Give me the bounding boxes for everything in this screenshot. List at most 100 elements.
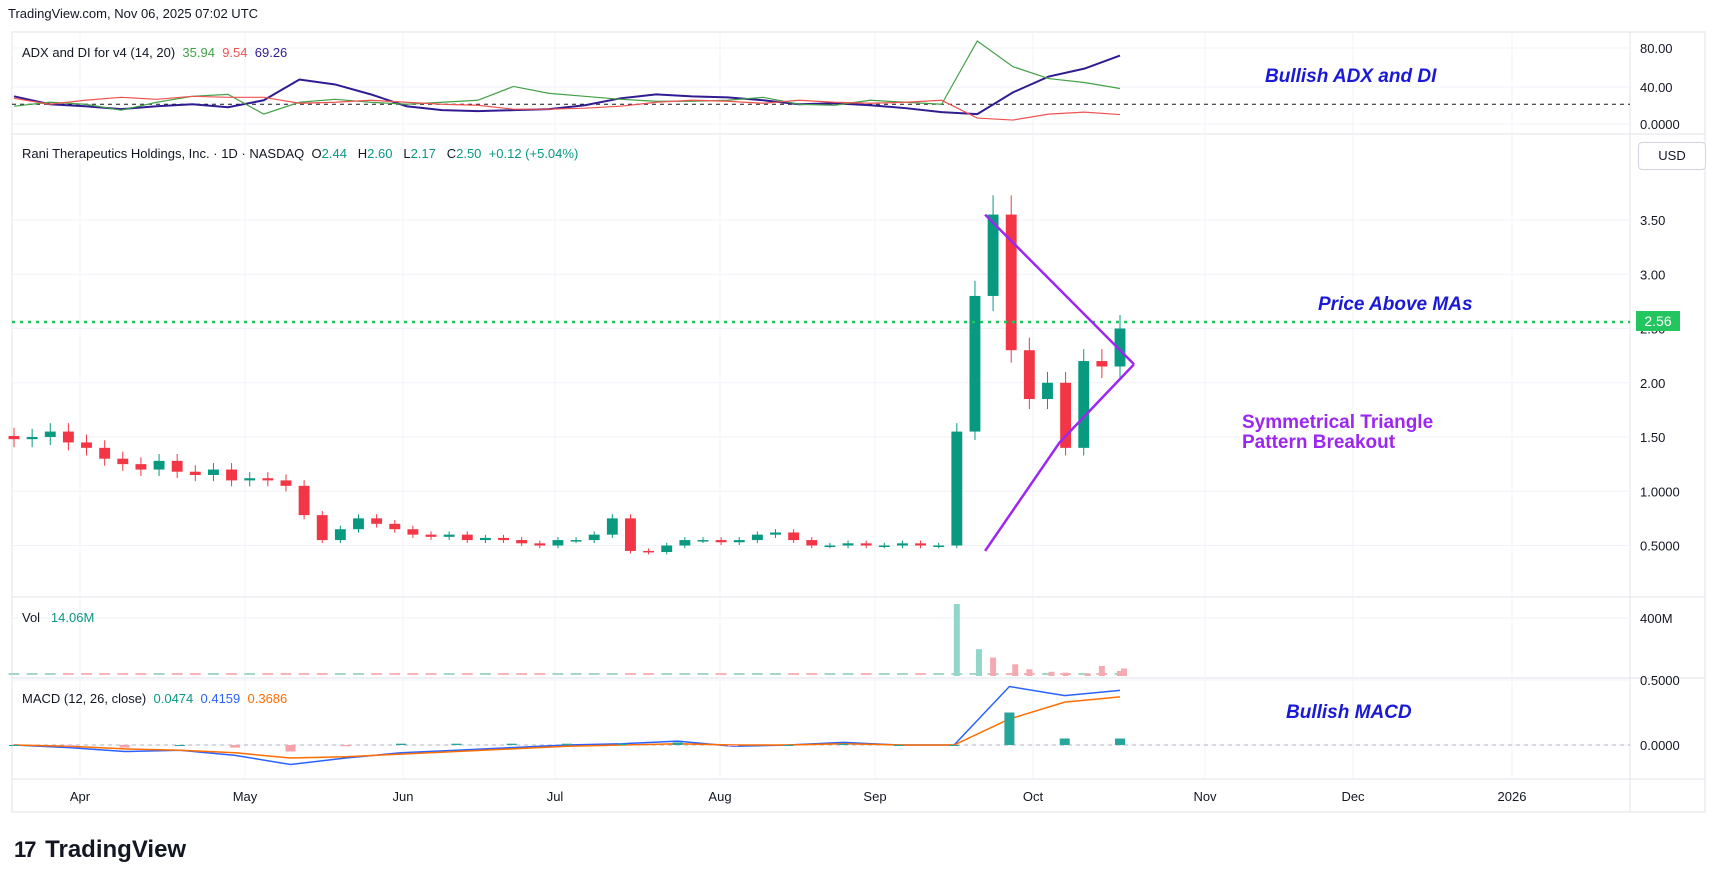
volume-bar — [298, 673, 310, 675]
macd-hist-bar — [617, 743, 628, 745]
candle-body — [371, 518, 383, 524]
volume-bar — [534, 673, 546, 675]
volume-bar — [969, 673, 981, 675]
candle-body — [99, 447, 111, 459]
close-label: C — [446, 146, 457, 161]
volume-bar — [316, 673, 328, 675]
volume-bar — [570, 673, 582, 675]
x-tick-label: Apr — [70, 789, 91, 804]
y-tick-label: 2.00 — [1640, 376, 1665, 391]
triangle-lower-line — [984, 363, 1135, 552]
currency-button[interactable]: USD — [1638, 142, 1706, 170]
candle-body — [516, 540, 528, 544]
macd-hist-bar — [396, 743, 407, 745]
macd-hist-bar — [1115, 738, 1125, 745]
volume-bar — [334, 673, 346, 675]
volume-bar — [226, 673, 238, 675]
volume-bar — [208, 673, 219, 675]
y-tick-label: 0.0000 — [1640, 738, 1680, 753]
vol-legend: Vol 14.06M — [22, 610, 94, 625]
volume-bar — [878, 673, 890, 675]
volume-bar — [643, 673, 655, 675]
volume-bar — [606, 673, 618, 675]
x-tick-label: Oct — [1023, 789, 1044, 804]
symbol-title: Rani Therapeutics Holdings, Inc. · 1D · … — [22, 146, 305, 161]
volume-spike-bar — [1026, 669, 1033, 676]
triangle-upper-line — [984, 213, 1135, 366]
volume-spike-bar — [1117, 670, 1123, 676]
candle-body — [117, 458, 129, 465]
candle-body — [824, 545, 836, 547]
candle-body — [8, 435, 20, 440]
macd-hist-bar — [285, 745, 296, 752]
candle-body — [1023, 350, 1035, 400]
y-tick-label: 3.00 — [1640, 267, 1665, 282]
annotation-price-above-mas: Price Above MAs — [1318, 294, 1473, 315]
macd-value: 0.4159 — [200, 691, 241, 706]
candle-body — [534, 543, 546, 546]
volume-bar — [625, 673, 636, 675]
volume-bar — [461, 673, 473, 675]
candle-body — [1114, 328, 1126, 367]
annotation-bullish-macd: Bullish MACD — [1286, 702, 1412, 723]
volume-bar — [1042, 673, 1053, 675]
volume-bar — [262, 673, 274, 675]
volume-bar — [842, 673, 854, 675]
candle-body — [135, 464, 147, 470]
vol-value: 14.06M — [50, 610, 95, 625]
volume-bar — [280, 673, 292, 675]
tradingview-logo: 17 TradingView — [14, 836, 186, 864]
candle-body — [788, 532, 800, 541]
candle-body — [425, 534, 437, 537]
candle-body — [498, 537, 509, 541]
candle-body — [751, 534, 763, 541]
volume-bar — [171, 673, 183, 675]
candle-body — [933, 545, 945, 547]
x-tick-label: Dec — [1341, 789, 1365, 804]
volume-spike-bar — [1121, 668, 1127, 676]
volume-bar — [915, 673, 926, 675]
candle-body — [951, 431, 963, 546]
candle-body — [479, 537, 491, 541]
close-value: 2.50 — [456, 146, 482, 161]
candle-body — [860, 543, 872, 546]
volume-bar — [751, 673, 763, 675]
price-legend: Rani Therapeutics Holdings, Inc. · 1D · … — [22, 146, 578, 161]
candle-body — [1096, 361, 1108, 367]
adx-di-plus-value: 35.94 — [182, 45, 215, 60]
candle-body — [171, 460, 183, 472]
candle-body — [26, 437, 38, 440]
volume-bar — [117, 673, 129, 675]
macd-hist-bar — [1004, 712, 1015, 745]
volume-bar — [679, 673, 691, 675]
x-tick-label: 2026 — [1498, 789, 1527, 804]
candle-body — [697, 540, 709, 542]
candle-body — [588, 534, 600, 541]
volume-bar — [389, 673, 401, 675]
volume-spike-bar — [975, 649, 982, 676]
volume-bar — [479, 673, 491, 675]
high-value: 2.60 — [367, 146, 393, 161]
volume-bar — [407, 673, 419, 675]
candle-body — [443, 534, 455, 537]
macd-hist-value: 0.0474 — [153, 691, 194, 706]
candle-body — [280, 480, 292, 486]
macd-hist-bar — [949, 745, 960, 746]
volume-bar — [661, 673, 673, 675]
volume-bar — [896, 673, 908, 675]
volume-spike-bar — [1012, 664, 1019, 676]
macd-hist-bar — [727, 745, 738, 747]
candle-body — [316, 515, 328, 541]
volume-bar — [153, 673, 165, 675]
logo-text: TradingView — [45, 836, 187, 863]
macd-hist-bar — [119, 745, 130, 748]
logo-mark-icon: 17 — [14, 837, 37, 862]
x-tick-label: Jul — [547, 789, 564, 804]
macd-legend: MACD (12, 26, close) 0.0474 0.4159 0.368… — [22, 691, 287, 706]
volume-bar — [1078, 673, 1090, 675]
adx-title: ADX and DI for v4 (14, 20) — [22, 45, 176, 60]
candle-body — [715, 540, 727, 543]
volume-spike-bar — [1098, 665, 1105, 676]
source-line: TradingView.com, Nov 06, 2025 07:02 UTC — [8, 6, 259, 21]
